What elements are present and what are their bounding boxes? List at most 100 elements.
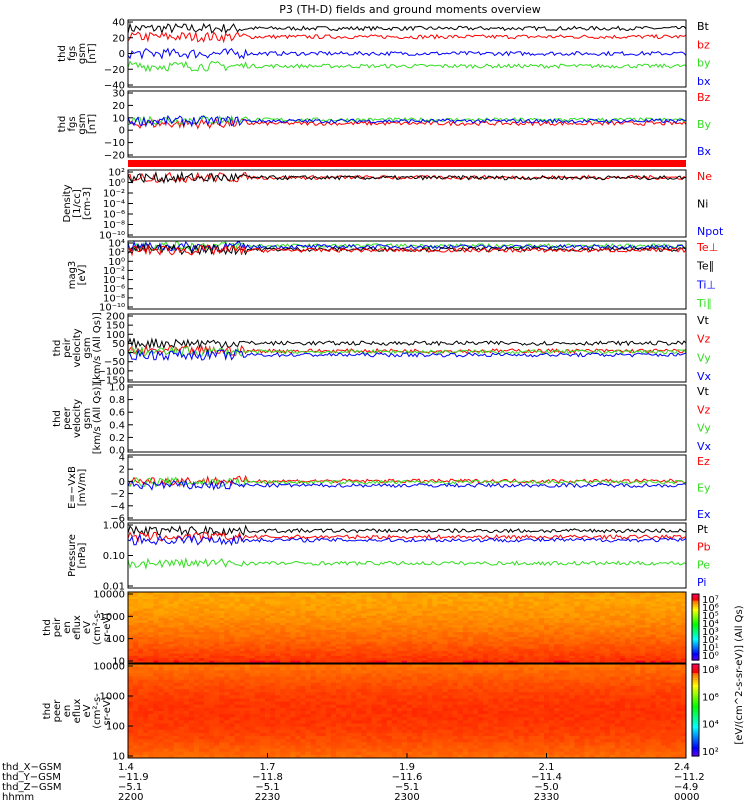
heatmap-cell (133, 732, 139, 737)
heatmap-cell (209, 648, 215, 652)
heatmap-cell (599, 606, 606, 610)
heatmap-cell (128, 673, 134, 677)
y-axis-label: thd (42, 619, 53, 636)
heatmap-cell (559, 629, 565, 633)
heatmap-cell (625, 601, 631, 605)
heatmap-cell (214, 658, 220, 662)
panel-frame (127, 313, 687, 383)
heatmap-cell (401, 655, 408, 659)
heatmap-cell (457, 596, 464, 600)
heatmap-cell (153, 695, 159, 699)
heatmap-cell (199, 646, 205, 650)
heatmap-cell (214, 685, 220, 690)
heatmap-cell (305, 707, 312, 712)
heatmap-cell (665, 608, 672, 612)
heatmap-cell (188, 748, 195, 753)
heatmap-cell (209, 629, 215, 633)
heatmap-cell (508, 606, 515, 610)
heatmap-cell (305, 695, 312, 699)
heatmap-cell (599, 648, 606, 652)
heatmap-cell (295, 711, 301, 715)
heatmap-cell (442, 644, 449, 647)
heatmap-cell (498, 618, 504, 621)
series-line-Bz (127, 116, 687, 130)
heatmap-cell (270, 729, 276, 734)
heatmap-cell (315, 717, 322, 721)
heatmap-cell (508, 641, 515, 645)
heatmap-cell (620, 610, 626, 614)
heatmap-cell (188, 629, 195, 633)
heatmap-cell (376, 701, 383, 706)
heatmap-cell (407, 660, 413, 664)
heatmap-cell (178, 751, 185, 756)
heatmap-cell (620, 613, 626, 617)
heatmap-cell (508, 622, 515, 626)
heatmap-cell (325, 620, 332, 624)
heatmap-cell (371, 655, 378, 659)
heatmap-cell (285, 711, 291, 715)
heatmap-cell (513, 599, 520, 602)
heatmap-cell (574, 644, 580, 647)
heatmap-cell (467, 658, 474, 662)
heatmap-cell (178, 729, 185, 734)
heatmap-cell (630, 592, 636, 595)
heatmap-cell (138, 739, 144, 743)
legend-Bx: Bx (697, 145, 712, 158)
heatmap-cell (143, 637, 149, 640)
heatmap-cell (488, 641, 494, 645)
heatmap-cell (559, 648, 565, 652)
heatmap-cell (336, 673, 342, 677)
heatmap-cell (209, 639, 215, 643)
heatmap-cell (615, 592, 621, 595)
heatmap-cell (346, 707, 352, 712)
heatmap-cell (280, 651, 286, 655)
heatmap-cell (265, 648, 271, 652)
heatmap-cell (574, 596, 580, 600)
heatmap-cell (133, 603, 139, 607)
heatmap-cell (229, 639, 236, 643)
heatmap-cell (315, 627, 322, 631)
heatmap-cell (138, 707, 144, 712)
heatmap-cell (569, 653, 575, 657)
heatmap-cell (518, 637, 525, 640)
heatmap-cell (457, 606, 464, 610)
heatmap-cell (615, 622, 621, 626)
heatmap-cell (153, 653, 159, 657)
heatmap-cell (229, 717, 236, 721)
heatmap-cell (584, 606, 591, 610)
heatmap-cell (325, 646, 332, 650)
heatmap-cell (254, 596, 261, 600)
heatmap-cell (457, 632, 464, 636)
heatmap-cell (432, 608, 438, 612)
heatmap-cell (655, 606, 662, 610)
heatmap-cell (432, 622, 438, 626)
heatmap-cell (259, 685, 266, 690)
heatmap-cell (341, 632, 347, 636)
heatmap-cell (620, 601, 626, 605)
heatmap-cell (330, 748, 337, 753)
heatmap-cell (503, 634, 509, 638)
heatmap-cell (518, 625, 525, 628)
heatmap-cell (224, 664, 230, 668)
heatmap-cell (361, 653, 367, 657)
heatmap-cell (199, 745, 205, 750)
heatmap-cell (183, 682, 190, 687)
heatmap-cell (645, 615, 651, 619)
heatmap-cell (427, 606, 433, 610)
heatmap-cell (346, 644, 352, 647)
heatmap-cell (635, 653, 641, 657)
heatmap-cell (325, 685, 332, 690)
heatmap-cell (168, 692, 175, 696)
heatmap-cell (579, 651, 586, 655)
heatmap-cell (640, 620, 646, 624)
heatmap-cell (219, 685, 225, 690)
heatmap-cell (594, 655, 601, 659)
heatmap-cell (640, 655, 646, 659)
heatmap-cell (234, 610, 241, 614)
heatmap-cell (295, 707, 301, 712)
heatmap-cell (224, 679, 230, 684)
heatmap-cell (173, 664, 180, 668)
heatmap-cell (447, 618, 454, 621)
heatmap-cell (564, 660, 570, 664)
heatmap-cell (320, 620, 327, 624)
